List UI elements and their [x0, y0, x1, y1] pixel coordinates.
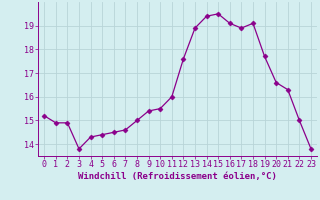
X-axis label: Windchill (Refroidissement éolien,°C): Windchill (Refroidissement éolien,°C) — [78, 172, 277, 181]
